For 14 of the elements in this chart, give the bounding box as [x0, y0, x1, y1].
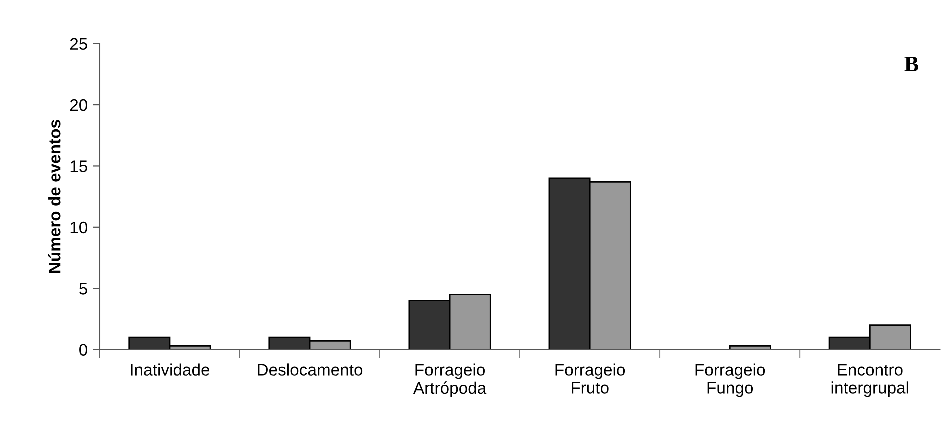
annotation: B: [904, 56, 919, 72]
x-tick-label: Forrageio Fruto: [556, 364, 626, 394]
y-tick-label: 5: [80, 283, 88, 295]
x-tick-label: Encontro intergrupal: [832, 364, 908, 398]
y-tick-label: 25: [70, 38, 88, 50]
x-tick-label: Forrageio Artrópoda: [413, 364, 487, 398]
y-tick-label: 10: [70, 222, 88, 234]
x-tick-label: Inatividade: [131, 364, 210, 376]
y-tick-label: 15: [70, 160, 88, 172]
y-axis-title: Número de eventos: [48, 120, 61, 274]
y-tick-label: 0: [80, 344, 88, 356]
y-tick-label: 20: [70, 99, 88, 112]
x-tick-label: Deslocamento: [258, 364, 363, 376]
x-tick-label: Forrageio Fungo: [696, 364, 766, 398]
